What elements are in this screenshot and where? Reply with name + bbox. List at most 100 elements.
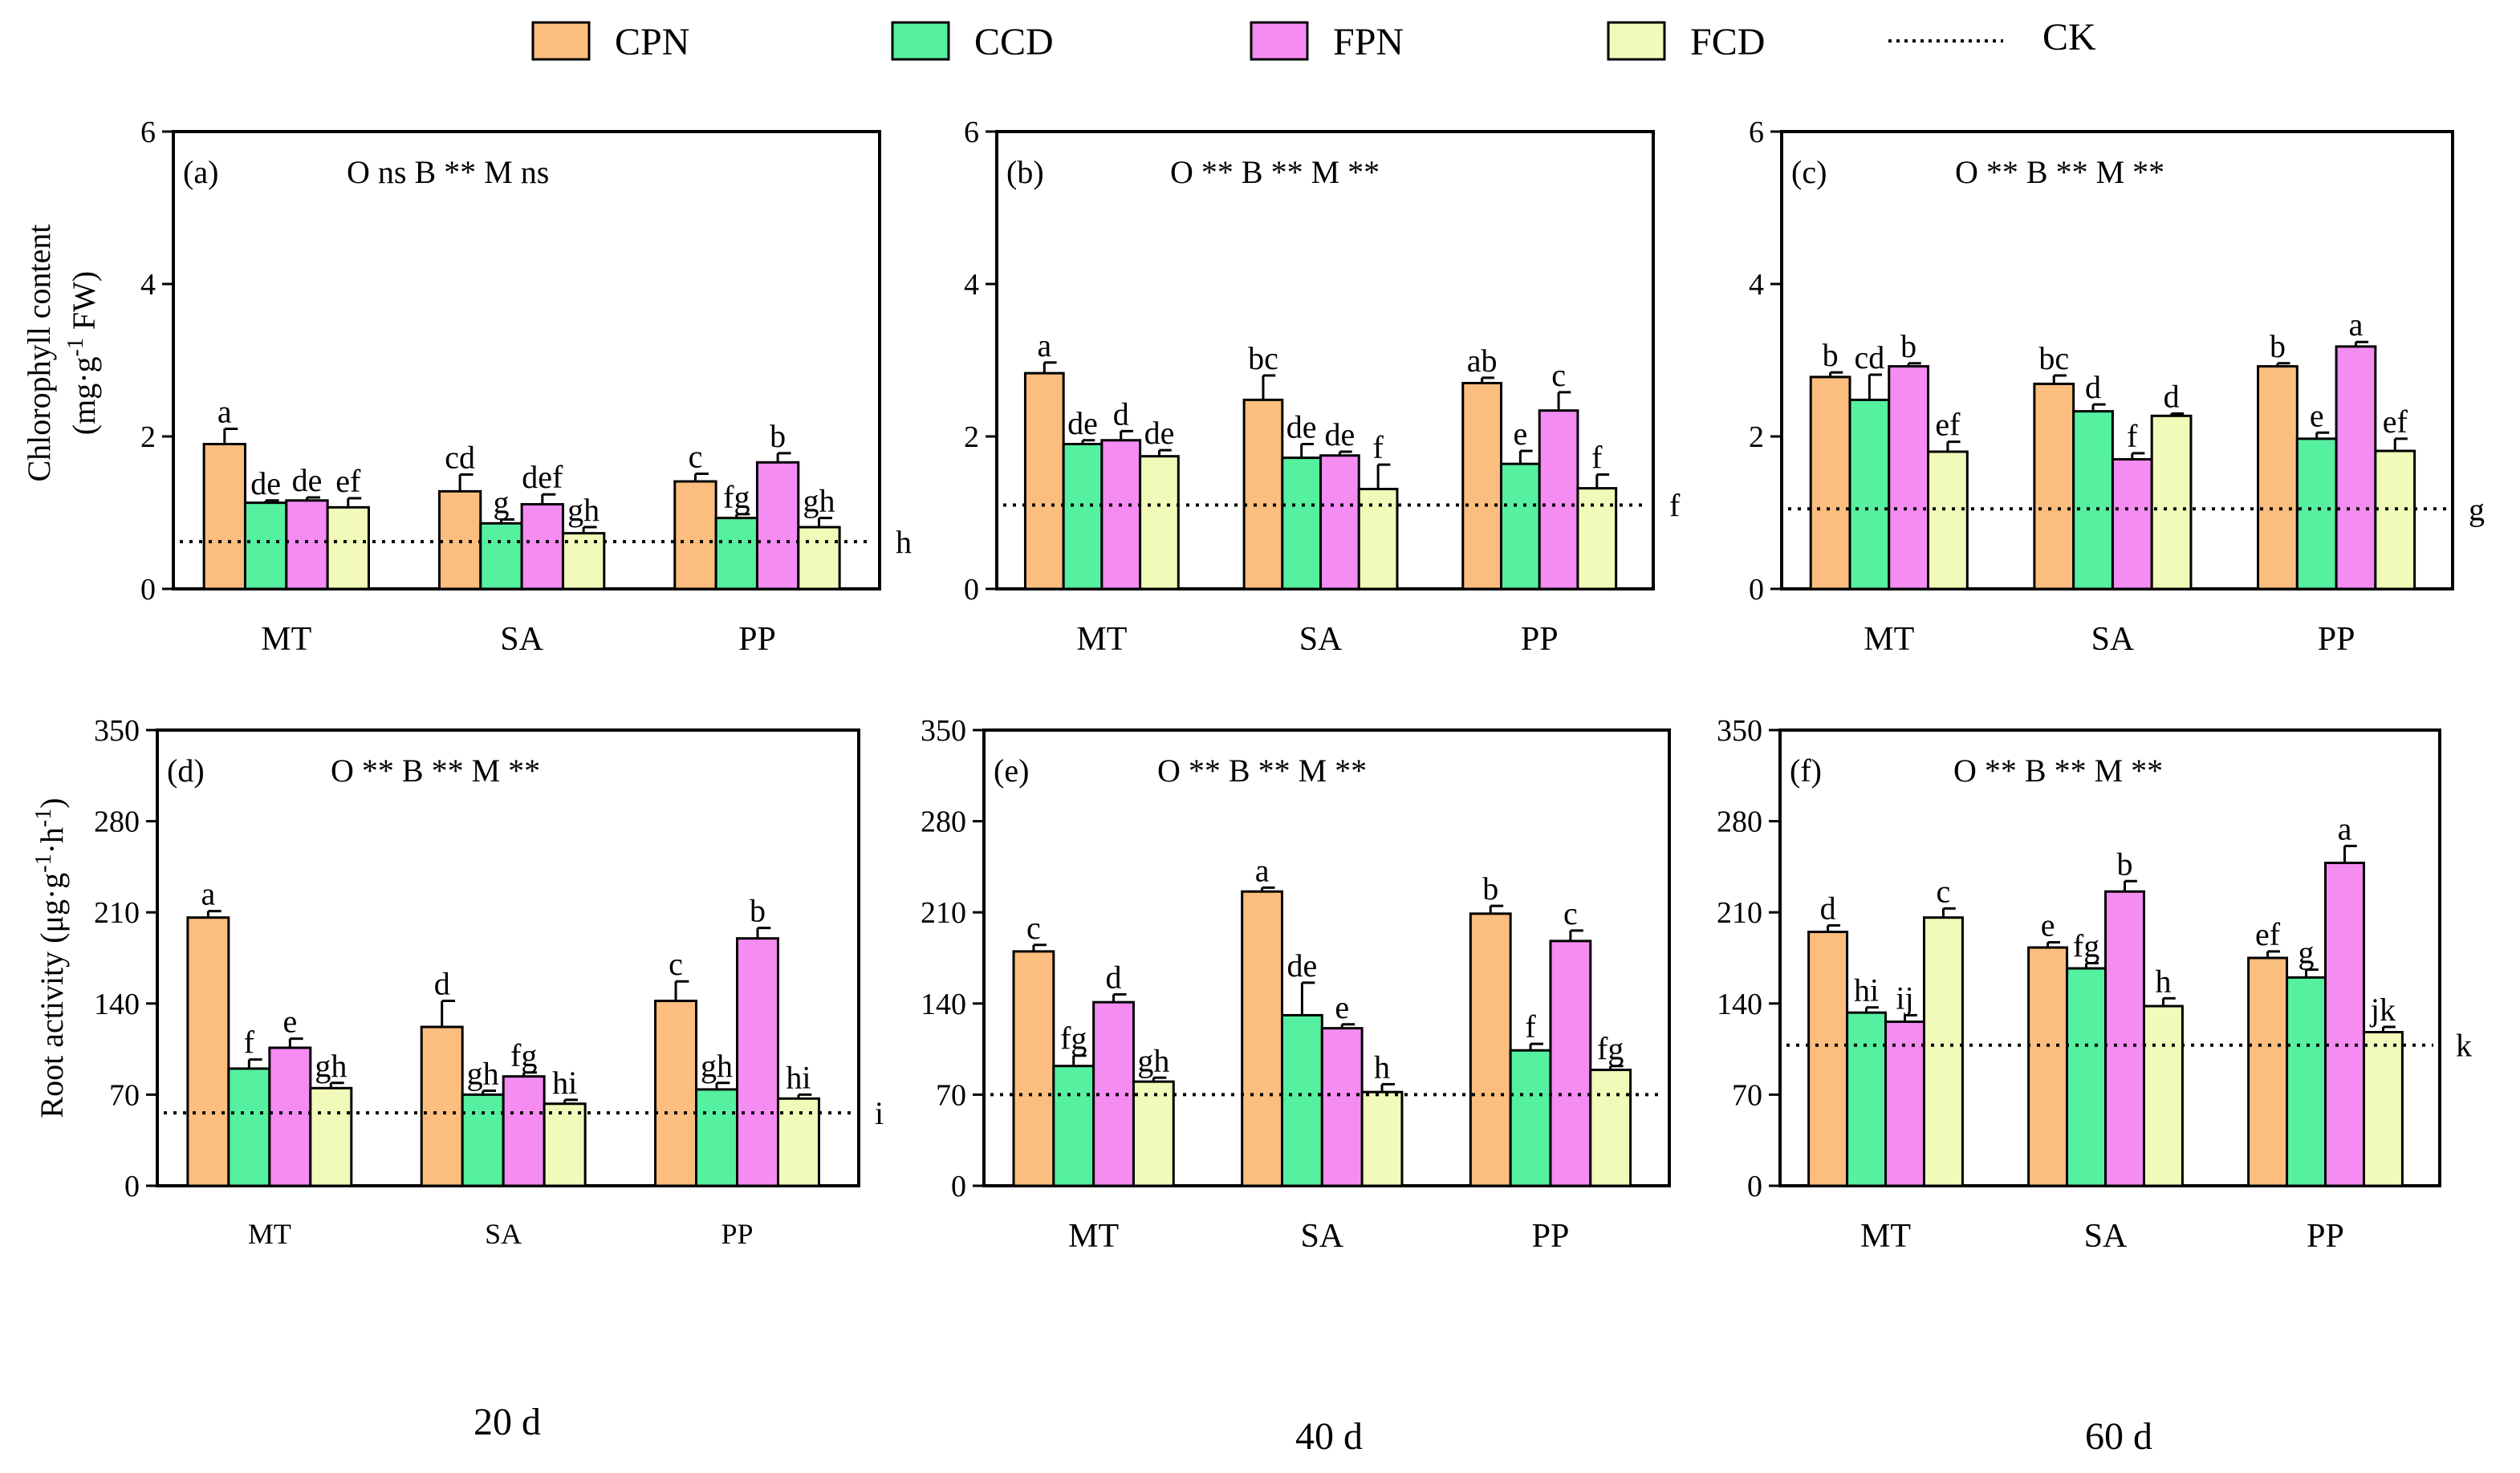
stat-annotation: O ** B ** M **: [1170, 154, 1380, 190]
y-tick-label: 0: [964, 573, 979, 607]
significance-letter: ef: [335, 463, 361, 499]
bar-mt-fpn: [1100, 439, 1142, 590]
significance-letter: de: [250, 465, 281, 501]
bar-pp-cpn: [2257, 365, 2298, 590]
significance-letter: c: [689, 439, 703, 475]
significance-letter: de: [1286, 409, 1317, 445]
unit-part: FW): [66, 271, 102, 338]
significance-letter: ef: [1935, 407, 1961, 443]
y-tick-label: 4: [1749, 268, 1764, 302]
bar-mt-fcd: [326, 505, 370, 590]
bar-mt-fcd: [309, 1086, 353, 1187]
bar-sa-cpn: [2033, 382, 2075, 590]
row-y-labels: Chlorophyll content (mg·g-1 FW)Root activ…: [21, 224, 102, 1118]
bar-sa-fpn: [1320, 1027, 1364, 1187]
bar-sa-fpn: [1319, 454, 1360, 590]
time-label-40d: 40 d: [1295, 1415, 1363, 1458]
bar-pp-ccd: [2286, 976, 2327, 1187]
significance-letter: fg: [2073, 927, 2099, 964]
significance-letter: b: [1900, 328, 1916, 364]
significance-letter: c: [1026, 910, 1041, 946]
significance-letter: gh: [1137, 1042, 1169, 1078]
legend-label-cpn: CPN: [615, 21, 689, 63]
panel-tag: (b): [1006, 154, 1044, 190]
stat-annotation: O ** B ** M **: [1955, 154, 2164, 190]
bar-sa-fcd: [561, 532, 606, 590]
significance-letter: d: [1113, 396, 1129, 432]
bar-mt-ccd: [1848, 398, 1891, 590]
significance-letter: hi: [786, 1059, 811, 1095]
bar-pp-cpn: [2247, 956, 2289, 1187]
stat-annotation: O ** B ** M **: [1953, 753, 2163, 789]
panel-tag: (e): [994, 753, 1029, 789]
y-tick-label: 350: [94, 714, 140, 748]
significance-letter: g: [493, 485, 509, 521]
significance-letter: b: [750, 893, 766, 929]
x-category-label: SA: [1300, 1218, 1343, 1255]
title-superscript: -1: [31, 854, 56, 872]
significance-letter: gh: [315, 1048, 347, 1084]
bar-sa-fpn: [502, 1075, 546, 1187]
x-category-label: PP: [738, 621, 776, 658]
bar-pp-ccd: [714, 517, 758, 590]
y-axis-title-root-activity: Root activity (μg·g-1·h-1): [31, 797, 71, 1118]
significance-letter: ab: [1467, 343, 1498, 379]
bar-mt-fpn: [1888, 365, 1930, 590]
significance-letter: def: [522, 459, 563, 495]
significance-letter: a: [1255, 852, 1270, 888]
y-tick-label: 2: [140, 420, 156, 454]
significance-letter: b: [1823, 337, 1839, 373]
bar-mt-fpn: [285, 499, 329, 590]
x-category-label: SA: [1299, 621, 1343, 658]
significance-letter: g: [2298, 935, 2315, 971]
y-tick-label: 280: [1717, 805, 1762, 839]
x-category-label: MT: [248, 1218, 291, 1250]
legend-swatch-cpn: [531, 21, 591, 61]
significance-letter: ij: [1896, 980, 1913, 1016]
bar-sa-fpn: [2111, 458, 2153, 590]
x-category-label: PP: [2307, 1218, 2344, 1255]
x-category-label: MT: [1076, 621, 1127, 658]
significance-letter: f: [2127, 418, 2138, 454]
bar-sa-fcd: [543, 1102, 587, 1187]
significance-letter: h: [2155, 963, 2171, 999]
bar-pp-cpn: [1469, 912, 1512, 1187]
bar-mt-ccd: [1062, 443, 1104, 590]
bar-mt-cpn: [1012, 950, 1055, 1187]
legend-swatch-fpn: [1250, 21, 1309, 61]
legend-label-fpn: FPN: [1333, 21, 1404, 63]
y-tick-label: 2: [1749, 420, 1764, 454]
y-tick-label: 280: [94, 805, 140, 839]
bar-pp-cpn: [654, 1000, 698, 1187]
x-category-label: MT: [1864, 621, 1914, 658]
significance-letter: a: [1037, 327, 1051, 363]
bar-pp-fcd: [797, 525, 841, 590]
y-tick-label: 70: [1732, 1078, 1762, 1112]
bar-pp-ccd: [2295, 437, 2338, 590]
significance-letter: f: [1591, 440, 1603, 476]
significance-letter: f: [1525, 1008, 1536, 1045]
significance-letter: a: [2349, 306, 2364, 343]
title-part: Root activity (μg·g: [34, 873, 70, 1118]
panel-f: 0 70 140 210 280 350 (f) O ** B ** M ** d hi ij c MT…: [1717, 714, 2472, 1255]
x-category-label: PP: [721, 1218, 753, 1250]
ck-significance-letter: h: [896, 524, 912, 560]
significance-letter: de: [1144, 415, 1175, 451]
x-category-label: SA: [485, 1218, 522, 1250]
stat-annotation: O ns B ** M ns: [347, 154, 549, 190]
x-category-label: MT: [1860, 1218, 1911, 1255]
panel-tag: (c): [1791, 154, 1827, 190]
bar-sa-ccd: [2066, 967, 2107, 1187]
significance-letter: c: [1937, 873, 1951, 909]
bar-mt-cpn: [186, 916, 230, 1187]
ck-significance-letter: f: [1669, 488, 1681, 524]
significance-letter: fg: [723, 479, 750, 515]
significance-letter: gh: [467, 1056, 499, 1092]
significance-letter: c: [1551, 357, 1566, 393]
bar-mt-cpn: [1023, 371, 1065, 590]
bar-mt-cpn: [1807, 931, 1849, 1187]
x-category-label: MT: [1068, 1218, 1119, 1255]
